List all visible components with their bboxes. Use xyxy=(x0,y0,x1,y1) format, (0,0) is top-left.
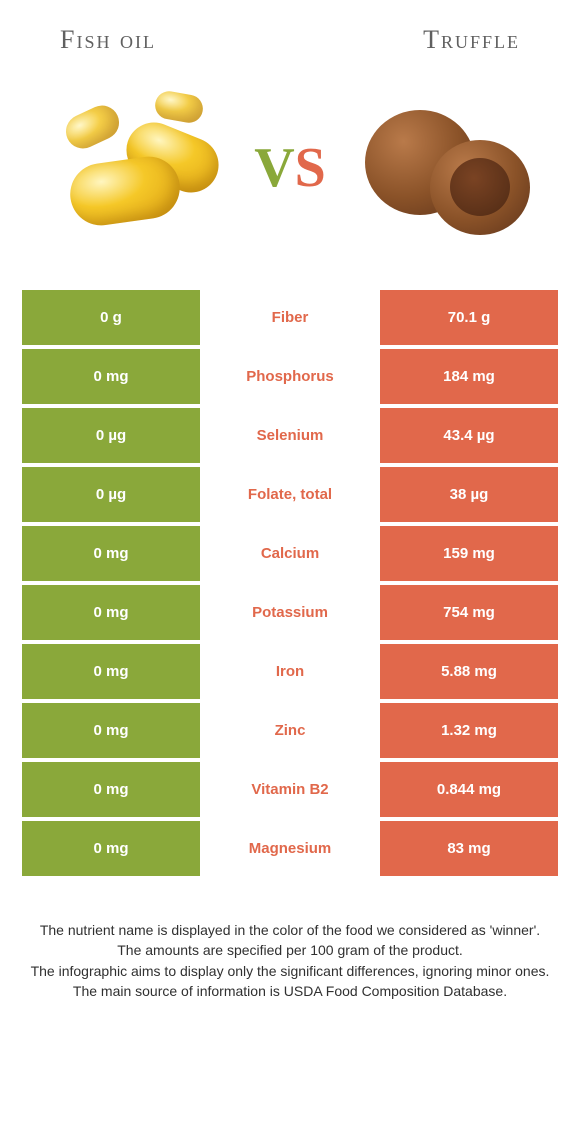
footer-line: The main source of information is USDA F… xyxy=(30,981,550,1001)
right-value: 70.1 g xyxy=(380,290,558,345)
capsule-icon xyxy=(153,89,205,125)
left-value: 0 µg xyxy=(22,408,200,463)
nutrient-name: Zinc xyxy=(200,703,380,758)
right-value: 184 mg xyxy=(380,349,558,404)
table-row: 0 µgSelenium43.4 µg xyxy=(22,408,558,463)
capsule-icon xyxy=(66,153,184,230)
capsule-icon xyxy=(60,100,124,154)
right-value: 5.88 mg xyxy=(380,644,558,699)
table-row: 0 mgVitamin B20.844 mg xyxy=(22,762,558,817)
nutrient-name: Fiber xyxy=(200,290,380,345)
vs-v-letter: V xyxy=(254,137,294,199)
right-value: 83 mg xyxy=(380,821,558,876)
table-row: 0 gFiber70.1 g xyxy=(22,290,558,345)
right-value: 1.32 mg xyxy=(380,703,558,758)
table-row: 0 mgCalcium159 mg xyxy=(22,526,558,581)
footer-line: The nutrient name is displayed in the co… xyxy=(30,920,550,940)
images-row: VS xyxy=(20,65,560,290)
footer-notes: The nutrient name is displayed in the co… xyxy=(20,880,560,1001)
footer-line: The amounts are specified per 100 gram o… xyxy=(30,940,550,960)
nutrient-name: Folate, total xyxy=(200,467,380,522)
left-value: 0 mg xyxy=(22,762,200,817)
comparison-table: 0 gFiber70.1 g0 mgPhosphorus184 mg0 µgSe… xyxy=(22,290,558,876)
nutrient-name: Potassium xyxy=(200,585,380,640)
left-food-title: Fish oil xyxy=(60,25,156,55)
nutrient-name: Selenium xyxy=(200,408,380,463)
left-value: 0 mg xyxy=(22,703,200,758)
right-value: 43.4 µg xyxy=(380,408,558,463)
left-value: 0 g xyxy=(22,290,200,345)
right-value: 0.844 mg xyxy=(380,762,558,817)
vs-label: VS xyxy=(254,136,326,200)
table-row: 0 mgIron5.88 mg xyxy=(22,644,558,699)
left-value: 0 mg xyxy=(22,526,200,581)
left-value: 0 mg xyxy=(22,821,200,876)
nutrient-name: Phosphorus xyxy=(200,349,380,404)
table-row: 0 µgFolate, total38 µg xyxy=(22,467,558,522)
truffle-icon xyxy=(430,140,530,235)
nutrient-name: Iron xyxy=(200,644,380,699)
table-row: 0 mgMagnesium83 mg xyxy=(22,821,558,876)
right-value: 159 mg xyxy=(380,526,558,581)
left-value: 0 µg xyxy=(22,467,200,522)
nutrient-name: Vitamin B2 xyxy=(200,762,380,817)
table-row: 0 mgPhosphorus184 mg xyxy=(22,349,558,404)
table-row: 0 mgPotassium754 mg xyxy=(22,585,558,640)
fish-oil-image xyxy=(40,75,235,260)
right-value: 38 µg xyxy=(380,467,558,522)
right-food-title: Truffle xyxy=(423,25,520,55)
left-value: 0 mg xyxy=(22,349,200,404)
vs-s-letter: S xyxy=(295,137,326,199)
nutrient-name: Magnesium xyxy=(200,821,380,876)
footer-line: The infographic aims to display only the… xyxy=(30,961,550,981)
left-value: 0 mg xyxy=(22,644,200,699)
truffle-image xyxy=(345,75,540,260)
table-row: 0 mgZinc1.32 mg xyxy=(22,703,558,758)
nutrient-name: Calcium xyxy=(200,526,380,581)
right-value: 754 mg xyxy=(380,585,558,640)
left-value: 0 mg xyxy=(22,585,200,640)
header-titles: Fish oil Truffle xyxy=(20,0,560,65)
